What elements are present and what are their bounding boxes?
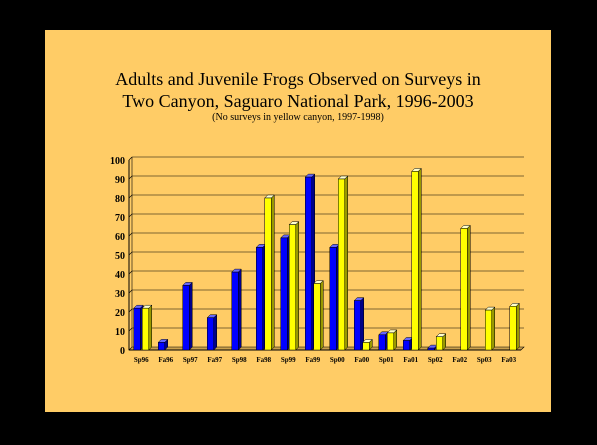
bar-side: [393, 329, 397, 351]
bar: [427, 347, 435, 351]
bar: [264, 197, 272, 351]
y-tick-label: 30: [115, 289, 125, 300]
y-tick-label: 100: [110, 156, 125, 167]
bar: [207, 317, 214, 351]
x-tick-label: Fa98: [256, 356, 271, 364]
y-tick-label: 50: [115, 251, 125, 262]
x-tick-label: Sp03: [477, 356, 492, 364]
bar-side: [467, 224, 471, 351]
x-tick-label: Sp96: [134, 356, 149, 364]
y-tick-label: 20: [115, 308, 125, 319]
bar: [313, 283, 321, 351]
y-tick-label: 0: [120, 346, 125, 357]
bar: [509, 306, 517, 351]
y-tick-label: 70: [115, 213, 125, 224]
x-tick-label: Sp02: [428, 356, 443, 364]
bar: [403, 340, 410, 351]
y-tick-label: 10: [115, 327, 125, 338]
bar: [338, 178, 345, 351]
bar: [289, 224, 296, 351]
bar: [485, 309, 492, 351]
bar: [387, 332, 394, 351]
x-tick-label: Fa97: [207, 356, 222, 364]
x-tick-label: Fa02: [452, 356, 467, 364]
x-tick-label: Sp00: [330, 356, 345, 364]
x-tick-label: Fa99: [305, 356, 320, 364]
bar: [256, 247, 263, 351]
bar: [133, 307, 141, 351]
x-tick-label: Fa00: [354, 356, 369, 364]
x-tick-label: Fa96: [158, 356, 173, 364]
bar-side: [238, 268, 242, 351]
title-line-1: Adults and Juvenile Frogs Observed on Su…: [115, 69, 481, 89]
x-tick-label: Sp01: [379, 356, 394, 364]
bar: [305, 176, 312, 351]
y-tick-label: 60: [115, 232, 125, 243]
gridline-depth: [128, 156, 133, 161]
bar-side: [516, 302, 520, 351]
y-tick-label: 90: [115, 175, 125, 186]
y-tick-label: 80: [115, 194, 125, 205]
bar-side: [418, 167, 422, 351]
bar: [378, 334, 386, 351]
chart-subtitle: (No surveys in yellow canyon, 1997-1998): [212, 112, 384, 123]
bar: [182, 285, 190, 351]
bar: [460, 228, 468, 351]
bar: [436, 336, 443, 351]
x-tick-label: Fa01: [403, 356, 418, 364]
bar-side: [148, 304, 152, 351]
y-tick-label: 40: [115, 270, 125, 281]
slide-background: Adults and Juvenile Frogs Observed on Su…: [45, 30, 551, 412]
bar: [354, 300, 361, 351]
bar: [362, 342, 370, 351]
bar: [231, 271, 239, 351]
bar-side: [320, 279, 324, 351]
bar-side: [213, 314, 217, 351]
bar-side: [344, 175, 348, 351]
x-tick-label: Fa03: [501, 356, 516, 364]
bar-side: [295, 220, 299, 351]
bar-side: [491, 306, 495, 351]
title-line-2: Two Canyon, Saguaro National Park, 1996-…: [122, 91, 474, 111]
bar: [329, 247, 337, 351]
chart-title: Adults and Juvenile Frogs Observed on Su…: [45, 68, 551, 124]
x-tick-label: Sp98: [232, 356, 247, 364]
bar-side: [271, 194, 275, 351]
bar: [142, 307, 149, 351]
bar: [411, 171, 419, 351]
x-tick-label: Sp99: [281, 356, 296, 364]
bar: [280, 237, 288, 351]
bar-chart: 0 10 20 30 40 50 60 70 80 90 100 Sp96 Fa96 Sp97 Fa97 Sp…: [110, 156, 525, 364]
bar-side: [189, 281, 193, 351]
x-tick-label: Sp97: [183, 356, 198, 364]
bar: [158, 342, 165, 351]
